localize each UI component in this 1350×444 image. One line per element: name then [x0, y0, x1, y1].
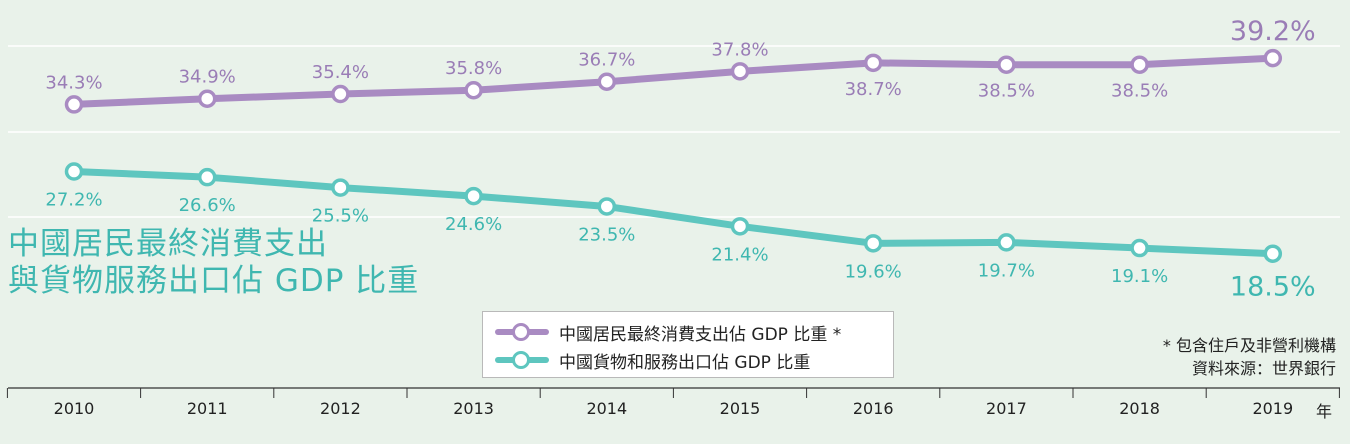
exports-data-label: 25.5%: [312, 206, 369, 227]
consumption-point: [1130, 55, 1149, 74]
exports-point: [64, 162, 84, 181]
chart-title-line-2: 與貨物服務出口佔 GDP 比重: [8, 263, 420, 299]
consumption-point: [1263, 48, 1283, 68]
source-text: 資料來源：世界銀行: [1191, 359, 1336, 378]
consumption-point: [64, 95, 84, 114]
x-tick-label: 2014: [586, 399, 627, 418]
legend-item-consumption: 中國居民最終消費支出佔 GDP 比重 *: [493, 320, 842, 345]
source-note: * 包含住戶及非營利機構 資料來源：世界銀行: [1163, 334, 1336, 380]
exports-data-label: 27.2%: [45, 190, 102, 211]
consumption-point: [730, 62, 750, 81]
exports-point: [997, 233, 1016, 252]
legend-consumption-label: 中國居民最終消費支出佔 GDP 比重 *: [559, 324, 842, 345]
legend-consumption-swatch: [493, 322, 551, 342]
exports-data-label: 21.4%: [711, 244, 768, 265]
consumption-data-label: 39.2%: [1230, 16, 1316, 47]
exports-data-label: 24.6%: [445, 214, 502, 235]
x-tick-label: 2016: [853, 399, 894, 418]
x-tick-label: 2012: [320, 399, 361, 418]
consumption-point: [331, 84, 350, 104]
chart-title-line-1: 中國居民最終消費支出: [8, 226, 328, 262]
exports-data-label: 26.6%: [179, 195, 236, 216]
exports-point: [597, 197, 617, 216]
x-tick-label: 2010: [54, 399, 95, 418]
consumption-data-label: 35.8%: [445, 58, 502, 79]
exports-point: [1263, 244, 1283, 263]
exports-data-label: 23.5%: [578, 224, 635, 245]
chart-title: 中國居民最終消費支出 與貨物服務出口佔 GDP 比重: [8, 226, 419, 300]
x-tick-label: 2017: [986, 399, 1027, 418]
consumption-data-label: 38.5%: [978, 81, 1035, 102]
exports-point: [863, 234, 883, 253]
x-tick-label: 2018: [1119, 399, 1160, 418]
consumption-data-label: 36.7%: [578, 50, 635, 71]
consumption-series-line: [70, 54, 1277, 108]
exports-point: [730, 217, 750, 236]
consumption-point: [597, 72, 617, 91]
footnote-text: * 包含住戶及非營利機構: [1162, 336, 1336, 355]
consumption-data-label: 38.5%: [1111, 81, 1168, 102]
exports-data-label: 18.5%: [1230, 272, 1316, 303]
legend-exports-swatch: [493, 350, 551, 370]
x-tick-label: 2019: [1252, 399, 1293, 418]
consumption-point: [197, 89, 217, 108]
consumption-data-label: 34.9%: [179, 67, 236, 88]
exports-point: [197, 167, 217, 187]
exports-data-label: 19.6%: [845, 261, 902, 282]
consumption-point: [997, 55, 1016, 74]
consumption-data-label: 38.7%: [845, 79, 902, 100]
exports-point: [1130, 238, 1149, 258]
exports-data-label: 19.1%: [1111, 266, 1168, 287]
consumption-data-label: 35.4%: [312, 62, 369, 83]
consumption-data-label: 37.8%: [711, 39, 768, 60]
x-tick-label: 2011: [187, 399, 228, 418]
x-tick-label: 2015: [720, 399, 761, 418]
legend-item-exports: 中國貨物和服務出口佔 GDP 比重: [493, 348, 811, 373]
consumption-point: [464, 80, 483, 100]
x-axis-unit: 年: [1316, 402, 1333, 421]
legend-exports-label: 中國貨物和服務出口佔 GDP 比重: [559, 352, 811, 373]
exports-data-label: 19.7%: [978, 260, 1035, 281]
exports-point: [331, 178, 350, 197]
consumption-data-label: 34.3%: [45, 72, 102, 93]
exports-point: [464, 186, 483, 206]
x-tick-label: 2013: [453, 399, 494, 418]
consumption-point: [863, 53, 883, 73]
chart-legend: 中國居民最終消費支出佔 GDP 比重 * 中國貨物和服務出口佔 GDP 比重: [482, 311, 894, 378]
exports-series-line: [70, 168, 1277, 258]
